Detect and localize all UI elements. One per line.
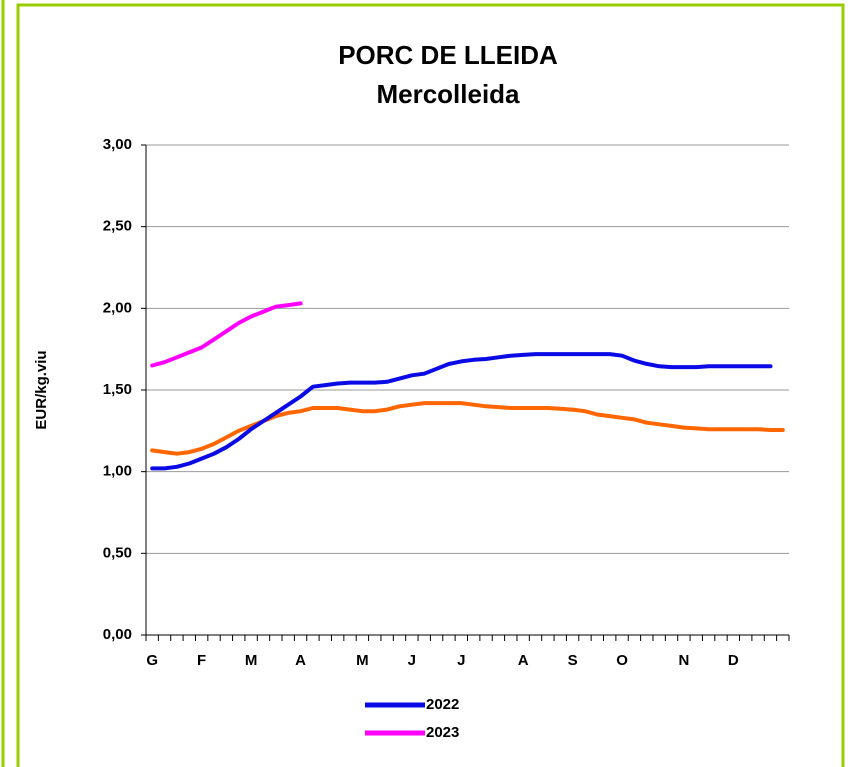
x-tick-label: M: [356, 652, 369, 669]
x-tick-label: F: [197, 652, 206, 669]
x-tick-label: J: [457, 652, 465, 669]
y-axis-label: EUR/kg.viu: [33, 350, 50, 429]
x-tick-label: A: [518, 652, 529, 669]
y-tick-label: 0,00: [103, 626, 132, 643]
x-tick-label: D: [728, 652, 739, 669]
chart-title: PORC DE LLEIDA: [338, 40, 558, 70]
chart-subtitle: Mercolleida: [376, 79, 520, 109]
x-tick-label: O: [616, 652, 628, 669]
y-tick-label: 0,50: [103, 544, 132, 561]
x-tick-label: G: [146, 652, 158, 669]
series-line: [150, 352, 773, 471]
legend-label: 2022: [426, 696, 459, 713]
x-tick-label: M: [245, 652, 258, 669]
series-line: [150, 301, 303, 368]
frame: [16, 3, 845, 767]
x-tick-label: J: [408, 652, 416, 669]
y-tick-label: 2,50: [103, 218, 132, 235]
x-tick-label: A: [295, 652, 306, 669]
y-tick-label: 1,50: [103, 381, 132, 398]
y-tick-label: 2,00: [103, 299, 132, 316]
legend-label: 2023: [426, 724, 459, 741]
x-tick-label: N: [678, 652, 689, 669]
x-tick-label: S: [568, 652, 578, 669]
y-tick-label: 3,00: [103, 136, 132, 153]
y-tick-label: 1,00: [103, 463, 132, 480]
